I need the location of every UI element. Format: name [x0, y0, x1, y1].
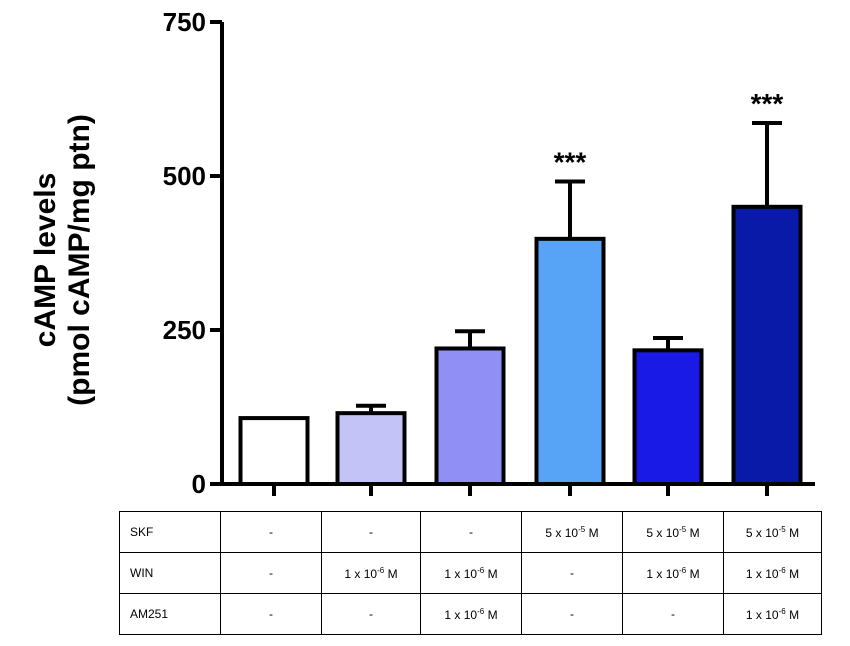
table-cell: - [321, 593, 421, 635]
exponent: -5 [578, 524, 586, 534]
y-axis-label-line2: (pmol cAMP/mg ptn) [63, 114, 96, 406]
table-cell: - [521, 593, 623, 635]
table-cell: 1 x 10-6 M [321, 552, 421, 594]
table-cell: 1 x 10-6 M [420, 593, 522, 635]
exponent: -6 [377, 565, 385, 575]
y-tick-label: 750 [163, 7, 206, 37]
exponent: -5 [778, 524, 786, 534]
table-cell: - [220, 552, 322, 594]
exponent: -5 [679, 524, 687, 534]
table-row: AM251- -1 x 10-6 M--1 x 10-6 M [119, 593, 822, 635]
y-axis-label: cAMP levels (pmol cAMP/mg ptn) [29, 114, 96, 406]
exponent: -6 [778, 606, 786, 616]
y-tick-label: 250 [163, 315, 206, 345]
bar [632, 348, 704, 486]
table-cell: 1 x 10-6 M [420, 552, 522, 594]
bars: *** *** [238, 88, 803, 487]
exponent: -6 [477, 565, 485, 575]
table-cell: 1 x 10-6 M [723, 593, 822, 635]
y-axis-label-line1: cAMP levels [29, 173, 62, 348]
bar [534, 236, 606, 486]
table-cell: - [521, 552, 623, 594]
table-cell: - [220, 593, 322, 635]
row-label: WIN [119, 552, 221, 594]
row-label: SKF [119, 511, 221, 553]
bar [335, 411, 407, 486]
table-cell: 1 x 10-6 M [723, 552, 822, 594]
bar-chart: cAMP levels (pmol cAMP/mg ptn) 0 250 500 75… [29, 7, 815, 499]
table-cell: 5 x 10-5 M [622, 511, 724, 553]
table-cell: - [420, 511, 522, 553]
y-axis: 0 250 500 750 [163, 7, 224, 499]
table-cell: - [220, 511, 322, 553]
y-tick-label: 0 [192, 469, 206, 499]
table-cell: - [321, 511, 421, 553]
table-cell: - [622, 593, 724, 635]
exponent: -6 [679, 565, 687, 575]
exponent: -6 [778, 565, 786, 575]
table-cell: 5 x 10-5 M [521, 511, 623, 553]
table-cell: 1 x 10-6 M [622, 552, 724, 594]
y-tick-label: 500 [163, 161, 206, 191]
row-label: AM251 [119, 593, 221, 635]
significance-marker: *** [554, 147, 587, 178]
exponent: -6 [477, 606, 485, 616]
significance-marker: *** [751, 88, 784, 119]
bar [434, 346, 506, 487]
table-cell: 5 x 10-5 M [723, 511, 822, 553]
bar [731, 204, 803, 487]
bar [238, 416, 310, 487]
